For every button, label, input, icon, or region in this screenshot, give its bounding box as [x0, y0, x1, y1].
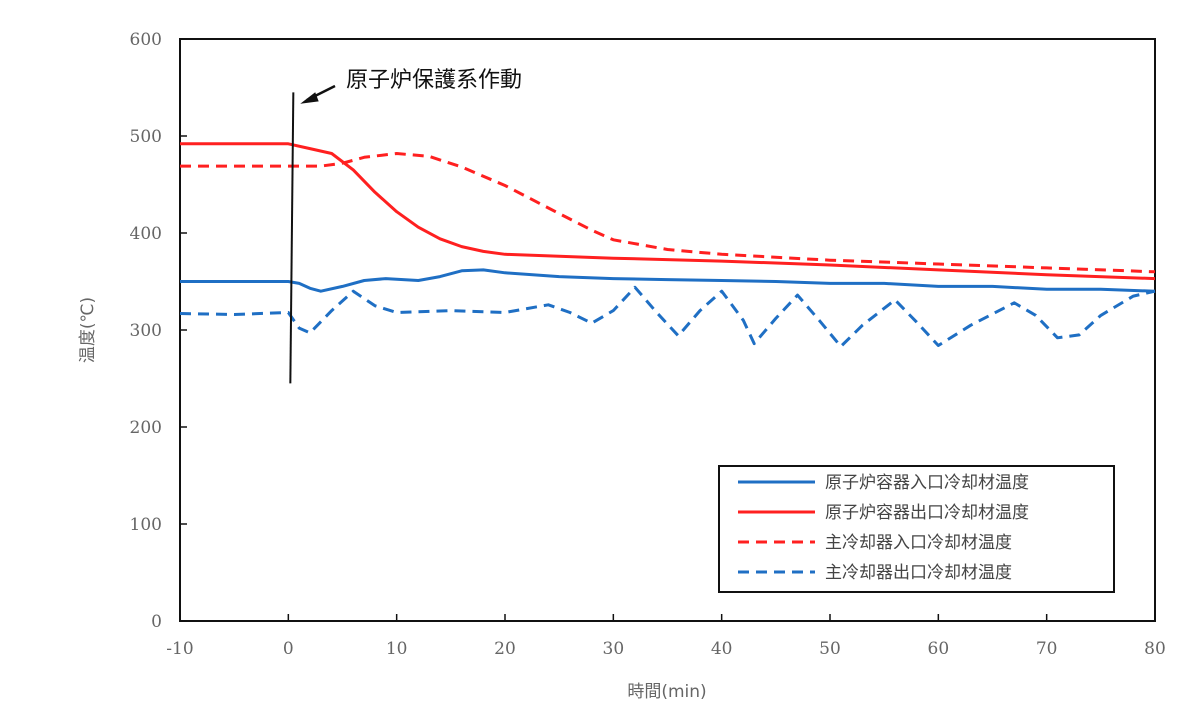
legend-label: 原子炉容器出口冷却材温度	[825, 503, 1029, 523]
legend-items: 原子炉容器入口冷却材温度原子炉容器出口冷却材温度主冷却器入口冷却材温度主冷却器出…	[738, 473, 1029, 583]
y-axis-ticks: 0 100 200 300 400 500 600	[130, 30, 187, 632]
x-axis-label: 時間(min)	[627, 682, 706, 702]
legend-label: 主冷却器出口冷却材温度	[825, 563, 1012, 583]
y-tick-label: 200	[130, 418, 162, 438]
x-tick-label: 0	[283, 639, 294, 659]
x-tick-label: 50	[819, 639, 841, 659]
x-tick-label: 80	[1144, 639, 1166, 659]
series-line-4	[179, 285, 1156, 348]
series-line-1	[180, 268, 1156, 293]
annotation-text: 原子炉保護系作動	[346, 68, 522, 93]
series-layer	[179, 142, 1156, 348]
x-tick-label: 10	[386, 639, 408, 659]
event-line	[289, 92, 295, 384]
y-tick-label: 100	[130, 515, 162, 535]
y-tick-label: 400	[130, 224, 162, 244]
y-tick-label: 300	[130, 321, 162, 341]
annotation-arrowhead	[300, 92, 319, 104]
x-tick-label: -10	[166, 639, 193, 659]
annotation: 原子炉保護系作動	[289, 68, 522, 384]
x-tick-label: 40	[711, 639, 733, 659]
x-tick-label: 30	[603, 639, 625, 659]
y-tick-label: 500	[130, 127, 162, 147]
x-tick-label: 60	[928, 639, 950, 659]
legend-label: 原子炉容器入口冷却材温度	[825, 473, 1029, 493]
y-tick-label: 600	[130, 30, 162, 50]
x-tick-label: 20	[494, 639, 516, 659]
y-axis-label: 温度(℃)	[78, 297, 98, 363]
y-tick-label: 0	[151, 612, 162, 632]
series-line-3	[180, 152, 1156, 274]
legend: 原子炉容器入口冷却材温度原子炉容器出口冷却材温度主冷却器入口冷却材温度主冷却器出…	[718, 465, 1115, 593]
x-axis-ticks: -10 0 10 20 30 40 50 60 70 80	[166, 614, 1166, 659]
legend-label: 主冷却器入口冷却材温度	[825, 533, 1012, 553]
series-line-2	[180, 142, 1156, 281]
x-tick-label: 70	[1036, 639, 1058, 659]
